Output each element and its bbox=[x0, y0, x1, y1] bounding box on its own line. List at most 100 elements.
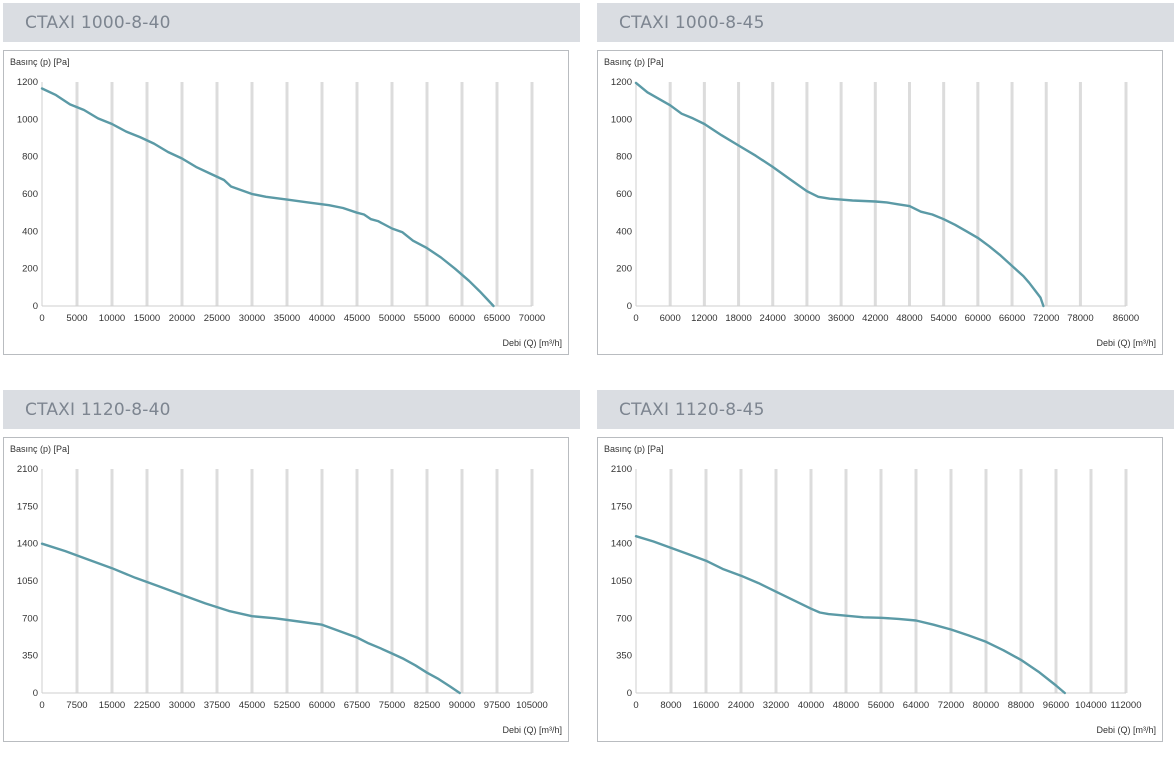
y-tick-label: 700 bbox=[22, 613, 38, 624]
series-line bbox=[634, 81, 1045, 308]
chart-area: Basınç (p) [Pa] 0 200 400 600 800 1000 1200 0 60… bbox=[597, 50, 1163, 355]
y-tick-label: 1050 bbox=[611, 576, 632, 587]
y-tick-label: 0 bbox=[33, 688, 38, 699]
x-tick-label: 90000 bbox=[449, 700, 475, 711]
x-tick-label: 40000 bbox=[309, 313, 335, 324]
chart-area: Basınç (p) [Pa] 0 350 700 1050 1400 1750 2100 0… bbox=[597, 437, 1163, 742]
x-tick-label: 55000 bbox=[414, 313, 440, 324]
x-tick-label: 45000 bbox=[344, 313, 370, 324]
chart-panel-1: CTAXI 1000-8-40 Basınç (p) [Pa] 0 200 400 6… bbox=[3, 3, 580, 355]
x-tick-label: 42000 bbox=[862, 313, 888, 324]
chart-area: Basınç (p) [Pa] 0 350 700 1050 1400 1750 2100 0… bbox=[3, 437, 569, 742]
x-tick-label: 15000 bbox=[134, 313, 160, 324]
y-tick-label: 1750 bbox=[611, 501, 632, 512]
x-tick-label: 32000 bbox=[763, 700, 789, 711]
x-tick-label: 22500 bbox=[134, 700, 160, 711]
y-tick-label: 1200 bbox=[17, 77, 38, 88]
x-tick-label: 50000 bbox=[379, 313, 405, 324]
x-tick-label: 82500 bbox=[414, 700, 440, 711]
y-tick-label: 200 bbox=[22, 264, 38, 275]
x-tick-label: 60000 bbox=[309, 700, 335, 711]
chart-panel-4: CTAXI 1120-8-45 Basınç (p) [Pa] 0 350 700 1… bbox=[597, 390, 1174, 742]
y-tick-label: 0 bbox=[33, 301, 38, 312]
y-tick-label: 700 bbox=[616, 613, 632, 624]
x-tick-label: 12000 bbox=[691, 313, 717, 324]
y-tick-label: 1000 bbox=[611, 114, 632, 125]
y-tick-label: 400 bbox=[22, 226, 38, 237]
x-tick-label: 30000 bbox=[794, 313, 820, 324]
y-tick-label: 350 bbox=[22, 651, 38, 662]
x-tick-label: 97500 bbox=[484, 700, 510, 711]
x-tick-label: 52500 bbox=[274, 700, 300, 711]
y-tick-label: 1750 bbox=[17, 501, 38, 512]
x-tick-label: 30000 bbox=[239, 313, 265, 324]
x-tick-label: 112000 bbox=[1111, 700, 1142, 711]
x-tick-label: 60000 bbox=[449, 313, 475, 324]
x-tick-label: 65000 bbox=[484, 313, 510, 324]
panel-header: CTAXI 1120-8-40 bbox=[3, 390, 580, 429]
chart-title: CTAXI 1120-8-40 bbox=[25, 399, 171, 420]
x-tick-label: 48000 bbox=[833, 700, 859, 711]
x-tick-label: 96000 bbox=[1043, 700, 1069, 711]
x-tick-label: 56000 bbox=[868, 700, 894, 711]
x-tick-label: 48000 bbox=[896, 313, 922, 324]
y-axis-label: Basınç (p) [Pa] bbox=[604, 57, 664, 67]
series-line bbox=[634, 534, 1066, 695]
x-tick-label: 72000 bbox=[938, 700, 964, 711]
x-tick-label: 105000 bbox=[516, 700, 548, 711]
chart-title: CTAXI 1000-8-40 bbox=[25, 12, 171, 33]
chart-title: CTAXI 1120-8-45 bbox=[619, 399, 765, 420]
x-tick-label: 104000 bbox=[1075, 700, 1107, 711]
chart-svg: 0 200 400 600 800 1000 1200 0 5000 10000 15000 2000… bbox=[17, 77, 545, 324]
y-tick-label: 1050 bbox=[17, 576, 38, 587]
chart-svg: 0 350 700 1050 1400 1750 2100 0 8000 16000 24000 32… bbox=[611, 464, 1142, 711]
y-tick-label: 350 bbox=[616, 651, 632, 662]
x-tick-label: 70000 bbox=[519, 313, 545, 324]
y-tick-label: 1400 bbox=[17, 539, 38, 550]
x-tick-label: 30000 bbox=[169, 700, 195, 711]
x-tick-label: 18000 bbox=[725, 313, 751, 324]
y-tick-label: 800 bbox=[22, 152, 38, 163]
panel-header: CTAXI 1000-8-45 bbox=[597, 3, 1174, 42]
y-axis-label: Basınç (p) [Pa] bbox=[10, 57, 70, 67]
x-tick-label: 88000 bbox=[1008, 700, 1034, 711]
x-tick-label: 0 bbox=[39, 313, 44, 324]
x-tick-label: 7500 bbox=[66, 700, 87, 711]
chart-svg: 0 350 700 1050 1400 1750 2100 0 7500 15000 22500 30… bbox=[17, 464, 548, 711]
y-tick-label: 0 bbox=[627, 688, 632, 699]
y-tick-label: 2100 bbox=[17, 464, 38, 475]
y-tick-label: 1000 bbox=[17, 114, 38, 125]
series-line bbox=[40, 87, 495, 308]
chart-title: CTAXI 1000-8-45 bbox=[619, 12, 765, 33]
x-tick-label: 16000 bbox=[693, 700, 719, 711]
y-tick-label: 1200 bbox=[611, 77, 632, 88]
x-axis-label: Debi (Q) [m³/h] bbox=[502, 338, 562, 348]
x-axis-label: Debi (Q) [m³/h] bbox=[1096, 725, 1156, 735]
x-tick-label: 86000 bbox=[1113, 313, 1139, 324]
y-tick-label: 800 bbox=[616, 152, 632, 163]
x-tick-label: 60000 bbox=[965, 313, 991, 324]
x-tick-label: 35000 bbox=[274, 313, 300, 324]
x-tick-label: 36000 bbox=[828, 313, 854, 324]
x-tick-label: 78000 bbox=[1067, 313, 1093, 324]
x-tick-label: 64000 bbox=[903, 700, 929, 711]
x-tick-label: 80000 bbox=[973, 700, 999, 711]
y-tick-label: 600 bbox=[22, 189, 38, 200]
x-tick-label: 37500 bbox=[204, 700, 230, 711]
x-tick-label: 67500 bbox=[344, 700, 370, 711]
x-tick-label: 25000 bbox=[204, 313, 230, 324]
x-tick-label: 75000 bbox=[379, 700, 405, 711]
x-tick-label: 15000 bbox=[99, 700, 125, 711]
chart-panel-2: CTAXI 1000-8-45 Basınç (p) [Pa] 0 200 400 6… bbox=[597, 3, 1174, 355]
chart-area: Basınç (p) [Pa] 0 200 400 600 800 1000 1200 0 50… bbox=[3, 50, 569, 355]
x-tick-label: 6000 bbox=[660, 313, 681, 324]
chart-panel-3: CTAXI 1120-8-40 Basınç (p) [Pa] 0 350 700 1… bbox=[3, 390, 580, 742]
x-tick-label: 10000 bbox=[99, 313, 125, 324]
x-tick-label: 5000 bbox=[66, 313, 87, 324]
y-tick-label: 0 bbox=[627, 301, 632, 312]
x-tick-label: 66000 bbox=[999, 313, 1025, 324]
x-tick-label: 0 bbox=[633, 313, 638, 324]
x-tick-label: 54000 bbox=[930, 313, 956, 324]
x-tick-label: 0 bbox=[39, 700, 44, 711]
